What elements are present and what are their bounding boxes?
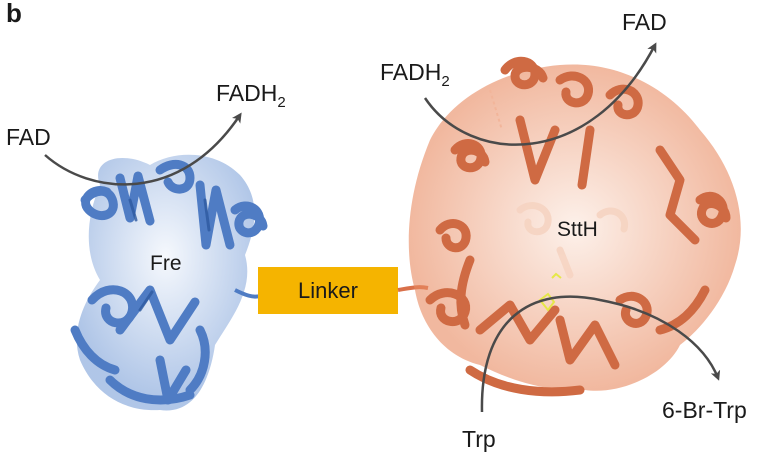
right-fadh2-label: FADH2 <box>380 59 450 90</box>
trp-label: Trp <box>462 426 496 452</box>
fre-reaction-arrow <box>44 112 242 186</box>
linker-box <box>258 267 398 314</box>
stth-trp-arrow <box>480 295 721 413</box>
fre-protein-structure <box>70 154 268 411</box>
left-fadh2-label: FADH2 <box>216 80 286 111</box>
fre-label: Fre <box>150 252 182 275</box>
right-fad-label: FAD <box>622 9 667 35</box>
6-br-trp-label: 6-Br-Trp <box>662 397 747 423</box>
stth-fad-arrow <box>423 42 657 146</box>
panel-label: b <box>6 0 22 28</box>
left-fad-label: FAD <box>6 124 51 150</box>
linker-label: Linker <box>298 278 358 303</box>
stth-label: SttH <box>557 218 598 241</box>
stth-protein-structure <box>408 56 741 397</box>
